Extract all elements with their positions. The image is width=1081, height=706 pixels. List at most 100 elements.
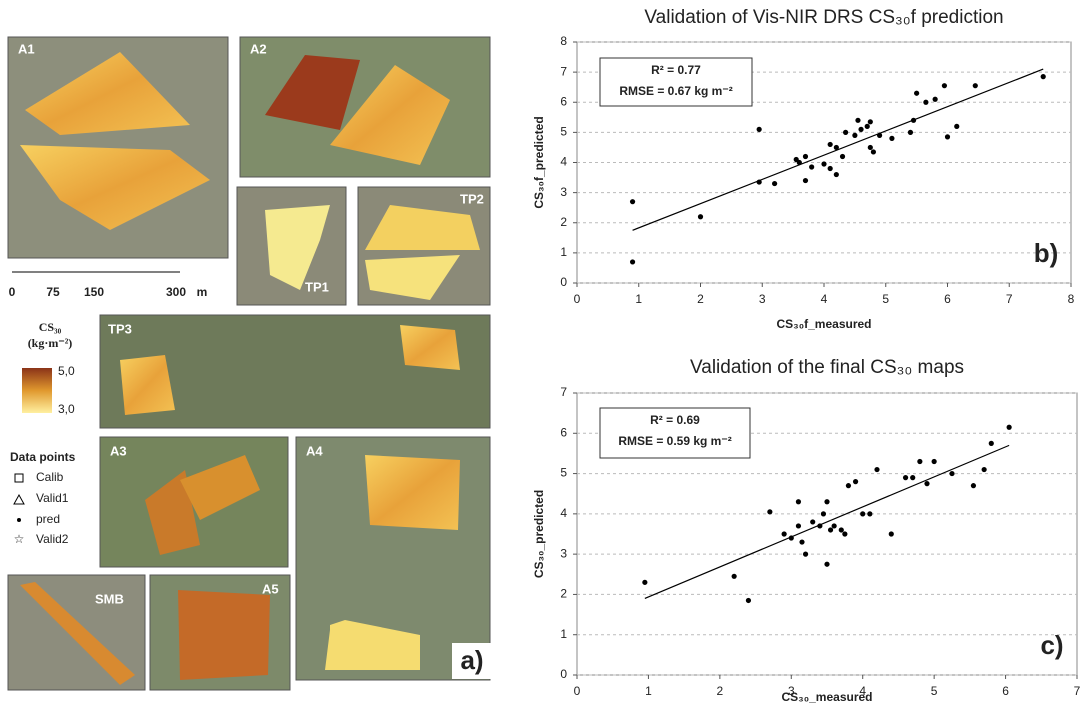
point xyxy=(831,523,837,529)
y-tick-label: 5 xyxy=(560,125,567,139)
field xyxy=(365,255,460,300)
legend-symbol: ☆ xyxy=(14,532,25,546)
legend-symbol xyxy=(17,518,21,522)
point xyxy=(781,531,787,537)
point xyxy=(954,123,960,129)
point xyxy=(855,117,861,123)
y-axis-label: CS₃₀_predicted xyxy=(532,490,546,578)
point xyxy=(799,539,805,545)
y-tick-label: 5 xyxy=(560,466,567,480)
point xyxy=(988,440,994,446)
x-tick-label: 2 xyxy=(697,292,704,306)
y-tick-label: 6 xyxy=(560,94,567,108)
point xyxy=(874,466,880,473)
point xyxy=(827,141,833,148)
legend-gradient xyxy=(22,368,52,413)
field xyxy=(365,205,480,250)
field xyxy=(120,355,175,415)
panel-label: b) xyxy=(1034,238,1059,268)
point xyxy=(731,573,737,579)
point xyxy=(870,149,877,155)
legend-label: pred xyxy=(36,512,60,526)
point xyxy=(923,99,929,105)
point xyxy=(827,165,833,172)
point xyxy=(902,475,909,481)
y-tick-label: 0 xyxy=(560,667,567,681)
legend-symbol xyxy=(13,493,25,505)
point xyxy=(972,83,978,89)
y-tick-label: 6 xyxy=(560,425,567,439)
scale-label: 75 xyxy=(46,285,60,299)
legend-symbol xyxy=(14,473,24,483)
point xyxy=(867,119,873,125)
point xyxy=(867,511,873,517)
point xyxy=(932,96,938,102)
point xyxy=(843,129,849,135)
site-label: A4 xyxy=(306,443,323,458)
x-tick-label: 0 xyxy=(574,684,581,698)
y-tick-label: 8 xyxy=(560,34,567,48)
point xyxy=(858,126,864,132)
point xyxy=(910,475,916,481)
point xyxy=(1006,424,1012,430)
legend-label: Valid2 xyxy=(36,532,69,546)
point xyxy=(931,458,937,465)
scale-label: 150 xyxy=(84,285,104,299)
point xyxy=(817,523,823,529)
scale-label: 300 xyxy=(166,285,186,299)
point xyxy=(756,179,762,185)
point xyxy=(745,597,752,604)
point xyxy=(756,126,762,132)
site-label: A1 xyxy=(18,41,35,56)
x-tick-label: 4 xyxy=(859,684,866,698)
annotation-box xyxy=(599,57,753,107)
annotation: R² = 0.77 xyxy=(651,63,701,77)
legend-label: Calib xyxy=(36,470,64,484)
annotation: RMSE = 0.67 kg m⁻² xyxy=(619,84,732,98)
point xyxy=(820,511,827,517)
point xyxy=(629,199,636,205)
x-axis-label: CS₃₀_measured xyxy=(782,690,873,704)
field xyxy=(178,590,270,680)
point xyxy=(941,83,948,89)
y-tick-label: 4 xyxy=(560,155,567,169)
panel-label: a) xyxy=(460,645,483,675)
y-tick-label: 7 xyxy=(560,385,567,399)
point xyxy=(864,123,870,129)
point xyxy=(917,458,923,465)
point xyxy=(924,481,930,487)
legend-label: 3,0 xyxy=(58,402,75,416)
point xyxy=(910,117,917,123)
legend-title: CS₃₀ xyxy=(39,320,62,334)
field xyxy=(265,55,360,130)
field xyxy=(325,620,420,670)
point xyxy=(824,499,830,505)
point xyxy=(824,561,830,567)
annotation: RMSE = 0.59 kg m⁻² xyxy=(618,434,731,448)
point xyxy=(845,483,852,489)
trendline xyxy=(632,68,1044,231)
point xyxy=(888,531,894,537)
x-tick-label: 3 xyxy=(759,292,766,306)
point xyxy=(788,535,794,541)
x-tick-label: 6 xyxy=(1002,684,1009,698)
y-tick-label: 3 xyxy=(560,185,567,199)
point xyxy=(833,144,839,151)
site-label: A2 xyxy=(250,41,267,56)
point xyxy=(981,466,987,473)
y-tick-label: 1 xyxy=(560,627,567,641)
field xyxy=(330,65,450,165)
trendline xyxy=(644,444,1010,600)
point xyxy=(821,161,827,167)
point xyxy=(949,470,955,477)
point xyxy=(697,214,704,220)
x-tick-label: 2 xyxy=(717,684,724,698)
legend-title: Data points xyxy=(10,450,76,464)
point xyxy=(629,259,636,265)
point xyxy=(810,519,816,525)
x-tick-label: 0 xyxy=(574,292,581,306)
legend-label: Valid1 xyxy=(36,491,69,505)
y-tick-label: 3 xyxy=(560,546,567,560)
chart-title: Validation of Vis-NIR DRS CS₃₀f predicti… xyxy=(644,7,1003,28)
